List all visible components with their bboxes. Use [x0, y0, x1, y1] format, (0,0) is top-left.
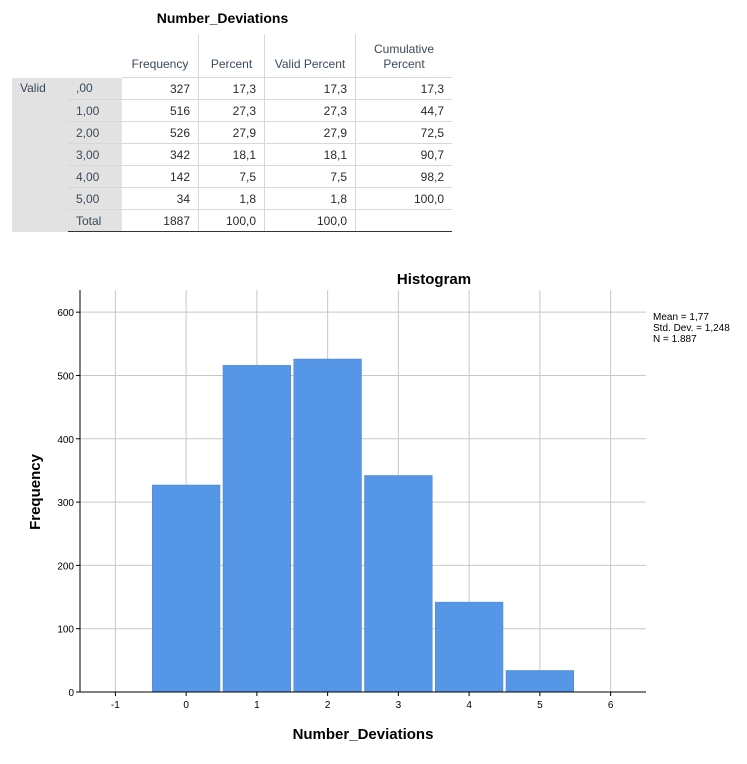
- histogram-bar: [222, 365, 291, 693]
- cell-valid-percent: 7,5: [264, 165, 356, 188]
- stat-mean: Mean = 1,77: [653, 312, 709, 323]
- cell-percent: 7,5: [198, 165, 265, 188]
- table-row: Total 1887 100,0 100,0: [12, 209, 452, 232]
- row-label: ,00: [68, 77, 122, 100]
- x-tick-label: 3: [396, 700, 402, 711]
- y-tick-label: 100: [57, 625, 74, 636]
- x-tick-label: 1: [254, 700, 260, 711]
- row-label: 1,00: [68, 99, 122, 122]
- cell-frequency: 327: [122, 77, 199, 100]
- cell-cumulative-percent: [355, 209, 452, 232]
- table-row: 4,00 142 7,5 7,5 98,2: [12, 165, 452, 188]
- table-row: 5,00 34 1,8 1,8 100,0: [12, 187, 452, 210]
- cell-frequency: 34: [122, 187, 199, 210]
- x-tick-label: -1: [111, 700, 120, 711]
- y-tick-label: 600: [57, 308, 74, 319]
- header-percent: Percent: [198, 34, 265, 78]
- cell-cumulative-percent: 100,0: [355, 187, 452, 210]
- cell-frequency: 142: [122, 165, 199, 188]
- cell-frequency: 342: [122, 143, 199, 166]
- y-tick-label: 500: [57, 371, 74, 382]
- x-tick-label: 0: [183, 700, 189, 711]
- header-valid-percent: Valid Percent: [264, 34, 356, 78]
- cell-valid-percent: 27,9: [264, 121, 356, 144]
- cell-frequency: 526: [122, 121, 199, 144]
- histogram-bar: [505, 670, 574, 693]
- y-axis-label: Frequency: [27, 453, 44, 530]
- row-group-label: Valid: [12, 77, 68, 232]
- y-tick-label: 0: [68, 688, 74, 699]
- cell-valid-percent: 1,8: [264, 187, 356, 210]
- cell-valid-percent: 17,3: [264, 77, 356, 100]
- header-cumulative-percent: Cumulative Percent: [355, 34, 452, 78]
- chart-title: Histogram: [397, 271, 471, 288]
- histogram-bar: [435, 601, 504, 693]
- y-tick-label: 200: [57, 561, 74, 572]
- row-label: Total: [68, 209, 122, 232]
- cell-valid-percent: 100,0: [264, 209, 356, 232]
- row-label: 5,00: [68, 187, 122, 210]
- cell-valid-percent: 18,1: [264, 143, 356, 166]
- frequency-table: Frequency Percent Valid Percent Cumulati…: [12, 34, 452, 232]
- cell-percent: 17,3: [198, 77, 265, 100]
- cell-cumulative-percent: 44,7: [355, 99, 452, 122]
- row-label: 2,00: [68, 121, 122, 144]
- cell-cumulative-percent: 98,2: [355, 165, 452, 188]
- header-frequency: Frequency: [122, 34, 199, 78]
- table-row: Valid ,00 327 17,3 17,3 17,3: [12, 77, 452, 232]
- x-axis-label: Number_Deviations: [293, 726, 434, 743]
- histogram-chart: Histogram -1 0 1 2 3 4 5 6 0100200300400500600 …: [27, 271, 646, 743]
- cell-cumulative-percent: 17,3: [355, 77, 452, 100]
- y-tick-label: 400: [57, 435, 74, 446]
- cell-cumulative-percent: 72,5: [355, 121, 452, 144]
- table-row: 1,00 516 27,3 27,3 44,7: [12, 99, 452, 122]
- row-label: 3,00: [68, 143, 122, 166]
- table-title: Number_Deviations: [156, 10, 289, 26]
- histogram-bar: [152, 484, 221, 693]
- stat-n: N = 1.887: [653, 334, 697, 345]
- cell-frequency: 1887: [122, 209, 199, 232]
- x-tick-label: 2: [325, 700, 331, 711]
- cell-percent: 27,3: [198, 99, 265, 122]
- cell-percent: 27,9: [198, 121, 265, 144]
- histogram-bar: [364, 475, 433, 693]
- x-tick-label: 4: [466, 700, 472, 711]
- cell-cumulative-percent: 90,7: [355, 143, 452, 166]
- table-row: 2,00 526 27,9 27,9 72,5: [12, 121, 452, 144]
- y-tick-label: 300: [57, 498, 74, 509]
- x-tick-label: 5: [537, 700, 543, 711]
- x-tick-label: 6: [608, 700, 614, 711]
- cell-percent: 18,1: [198, 143, 265, 166]
- table-row: 3,00 342 18,1 18,1 90,7: [12, 143, 452, 166]
- histogram-bar: [293, 358, 362, 693]
- histogram-stats: Mean = 1,77 Std. Dev. = 1,248 N = 1.887: [653, 312, 730, 345]
- stat-std-dev: Std. Dev. = 1,248: [653, 323, 730, 334]
- cell-frequency: 516: [122, 99, 199, 122]
- row-label: 4,00: [68, 165, 122, 188]
- cell-percent: 100,0: [198, 209, 265, 232]
- cell-percent: 1,8: [198, 187, 265, 210]
- cell-valid-percent: 27,3: [264, 99, 356, 122]
